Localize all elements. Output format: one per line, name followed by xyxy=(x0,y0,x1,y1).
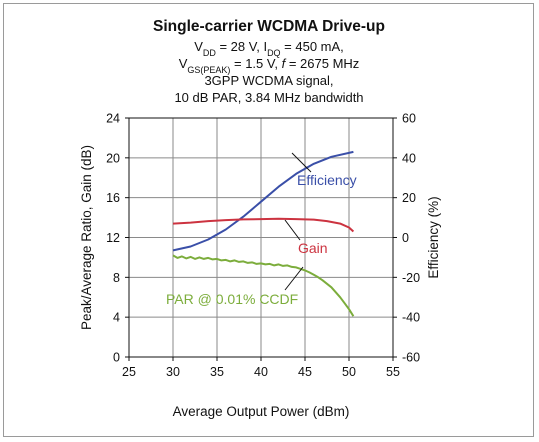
series-line-efficiency xyxy=(172,150,354,252)
y2-tick-label: 40 xyxy=(402,151,416,165)
subtitle-line: 3GPP WCDMA signal, xyxy=(204,73,333,88)
subtitle-line: VDD = 28 V, IDQ = 450 mA, xyxy=(194,39,344,58)
x-tick-label: 25 xyxy=(122,365,136,379)
y2-tick-label: -40 xyxy=(402,311,420,325)
y2-tick-label: 0 xyxy=(402,231,409,245)
y2-tick-label: -60 xyxy=(402,351,420,365)
annotation-leader xyxy=(284,266,304,291)
x-axis-label: Average Output Power (dBm) xyxy=(173,404,350,419)
y-tick-label: 20 xyxy=(106,151,120,165)
y2-tick-label: 20 xyxy=(402,191,416,205)
x-tick-label: 40 xyxy=(254,365,268,379)
chart-subtitle: VDD = 28 V, IDQ = 450 mA,VGS(PEAK) = 1.5… xyxy=(174,39,363,105)
series-line-gain xyxy=(172,217,355,233)
annotation-label: Efficiency xyxy=(297,172,357,188)
x-tick-label: 30 xyxy=(166,365,180,379)
y-tick-label: 0 xyxy=(113,351,120,365)
x-tick-label: 55 xyxy=(386,365,400,379)
subtitle-line: 10 dB PAR, 3.84 MHz bandwidth xyxy=(174,90,363,105)
y-tick-label: 8 xyxy=(113,271,120,285)
chart-title: Single-carrier WCDMA Drive-up xyxy=(153,18,385,35)
y-axis-label: Peak/Average Ratio, Gain (dB) xyxy=(79,145,94,330)
grid xyxy=(129,118,393,357)
annotations: Efficiency Gain PAR @ 0.01% CCDF xyxy=(166,152,357,307)
subtitle-line: VGS(PEAK) = 1.5 V, f = 2675 MHz xyxy=(179,56,360,75)
axis-ticks: 25 30 35 40 45 50 55 0 4 8 12 16 20 24 -60 -40 -20 0 20 40 6… xyxy=(106,112,420,380)
annotation-leader xyxy=(291,152,312,173)
chart-frame xyxy=(3,3,534,437)
x-tick-label: 45 xyxy=(298,365,312,379)
annotation-label: Gain xyxy=(298,240,328,256)
annotation-leader xyxy=(284,219,301,241)
y2-axis-label: Efficiency (%) xyxy=(426,196,441,278)
y-tick-label: 16 xyxy=(106,191,120,205)
y2-tick-label: 60 xyxy=(402,112,416,126)
y-tick-label: 24 xyxy=(106,112,120,126)
y-tick-label: 12 xyxy=(106,231,120,245)
y-tick-label: 4 xyxy=(113,311,120,325)
x-tick-label: 35 xyxy=(210,365,224,379)
x-tick-label: 50 xyxy=(342,365,356,379)
series-group xyxy=(172,150,355,317)
y2-tick-label: -20 xyxy=(402,271,420,285)
annotation-label: PAR @ 0.01% CCDF xyxy=(166,291,298,307)
series-line-par xyxy=(172,254,355,317)
